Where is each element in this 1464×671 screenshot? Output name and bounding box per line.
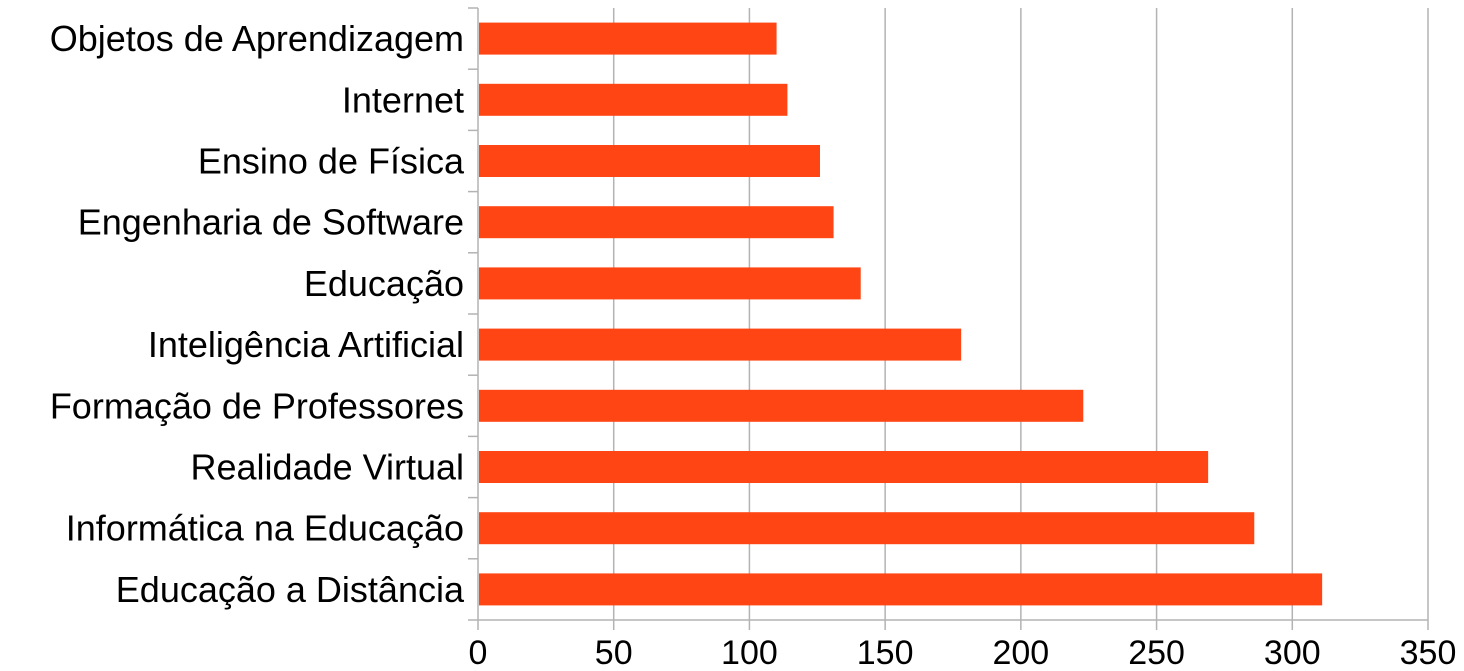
x-tick-label: 0 bbox=[469, 634, 488, 671]
bar bbox=[479, 451, 1209, 483]
x-tick-label: 350 bbox=[1400, 634, 1457, 671]
x-tick-label: 200 bbox=[992, 634, 1049, 671]
bar bbox=[479, 206, 834, 239]
bar bbox=[479, 512, 1255, 545]
x-tick-label: 300 bbox=[1264, 634, 1321, 671]
x-tick-label: 100 bbox=[721, 634, 778, 671]
category-labels: Objetos de Aprendizagem Internet Ensino de… bbox=[50, 18, 465, 610]
x-tick-labels: 0 50 100 150 200 250 300 350 bbox=[469, 634, 1457, 671]
bars bbox=[479, 22, 1323, 606]
category-label: Informática na Educação bbox=[66, 508, 464, 549]
axes bbox=[468, 7, 1429, 630]
bar bbox=[479, 328, 962, 361]
category-label: Engenharia de Software bbox=[78, 202, 464, 243]
bar bbox=[479, 389, 1084, 422]
category-label: Inteligência Artificial bbox=[148, 324, 464, 365]
category-label: Realidade Virtual bbox=[190, 447, 464, 488]
bar bbox=[479, 22, 777, 55]
category-label: Objetos de Aprendizagem bbox=[50, 18, 464, 59]
category-label: Ensino de Física bbox=[198, 141, 465, 182]
category-label: Educação a Distância bbox=[116, 569, 465, 610]
category-label: Formação de Professores bbox=[50, 385, 464, 426]
x-tick-label: 50 bbox=[595, 634, 633, 671]
bar bbox=[479, 83, 788, 116]
category-label: Internet bbox=[342, 79, 464, 120]
bar bbox=[479, 267, 861, 300]
bar bbox=[479, 145, 820, 177]
x-tick-label: 250 bbox=[1128, 634, 1185, 671]
category-label: Educação bbox=[304, 263, 464, 304]
bar bbox=[479, 573, 1323, 606]
x-tick-label: 150 bbox=[857, 634, 914, 671]
